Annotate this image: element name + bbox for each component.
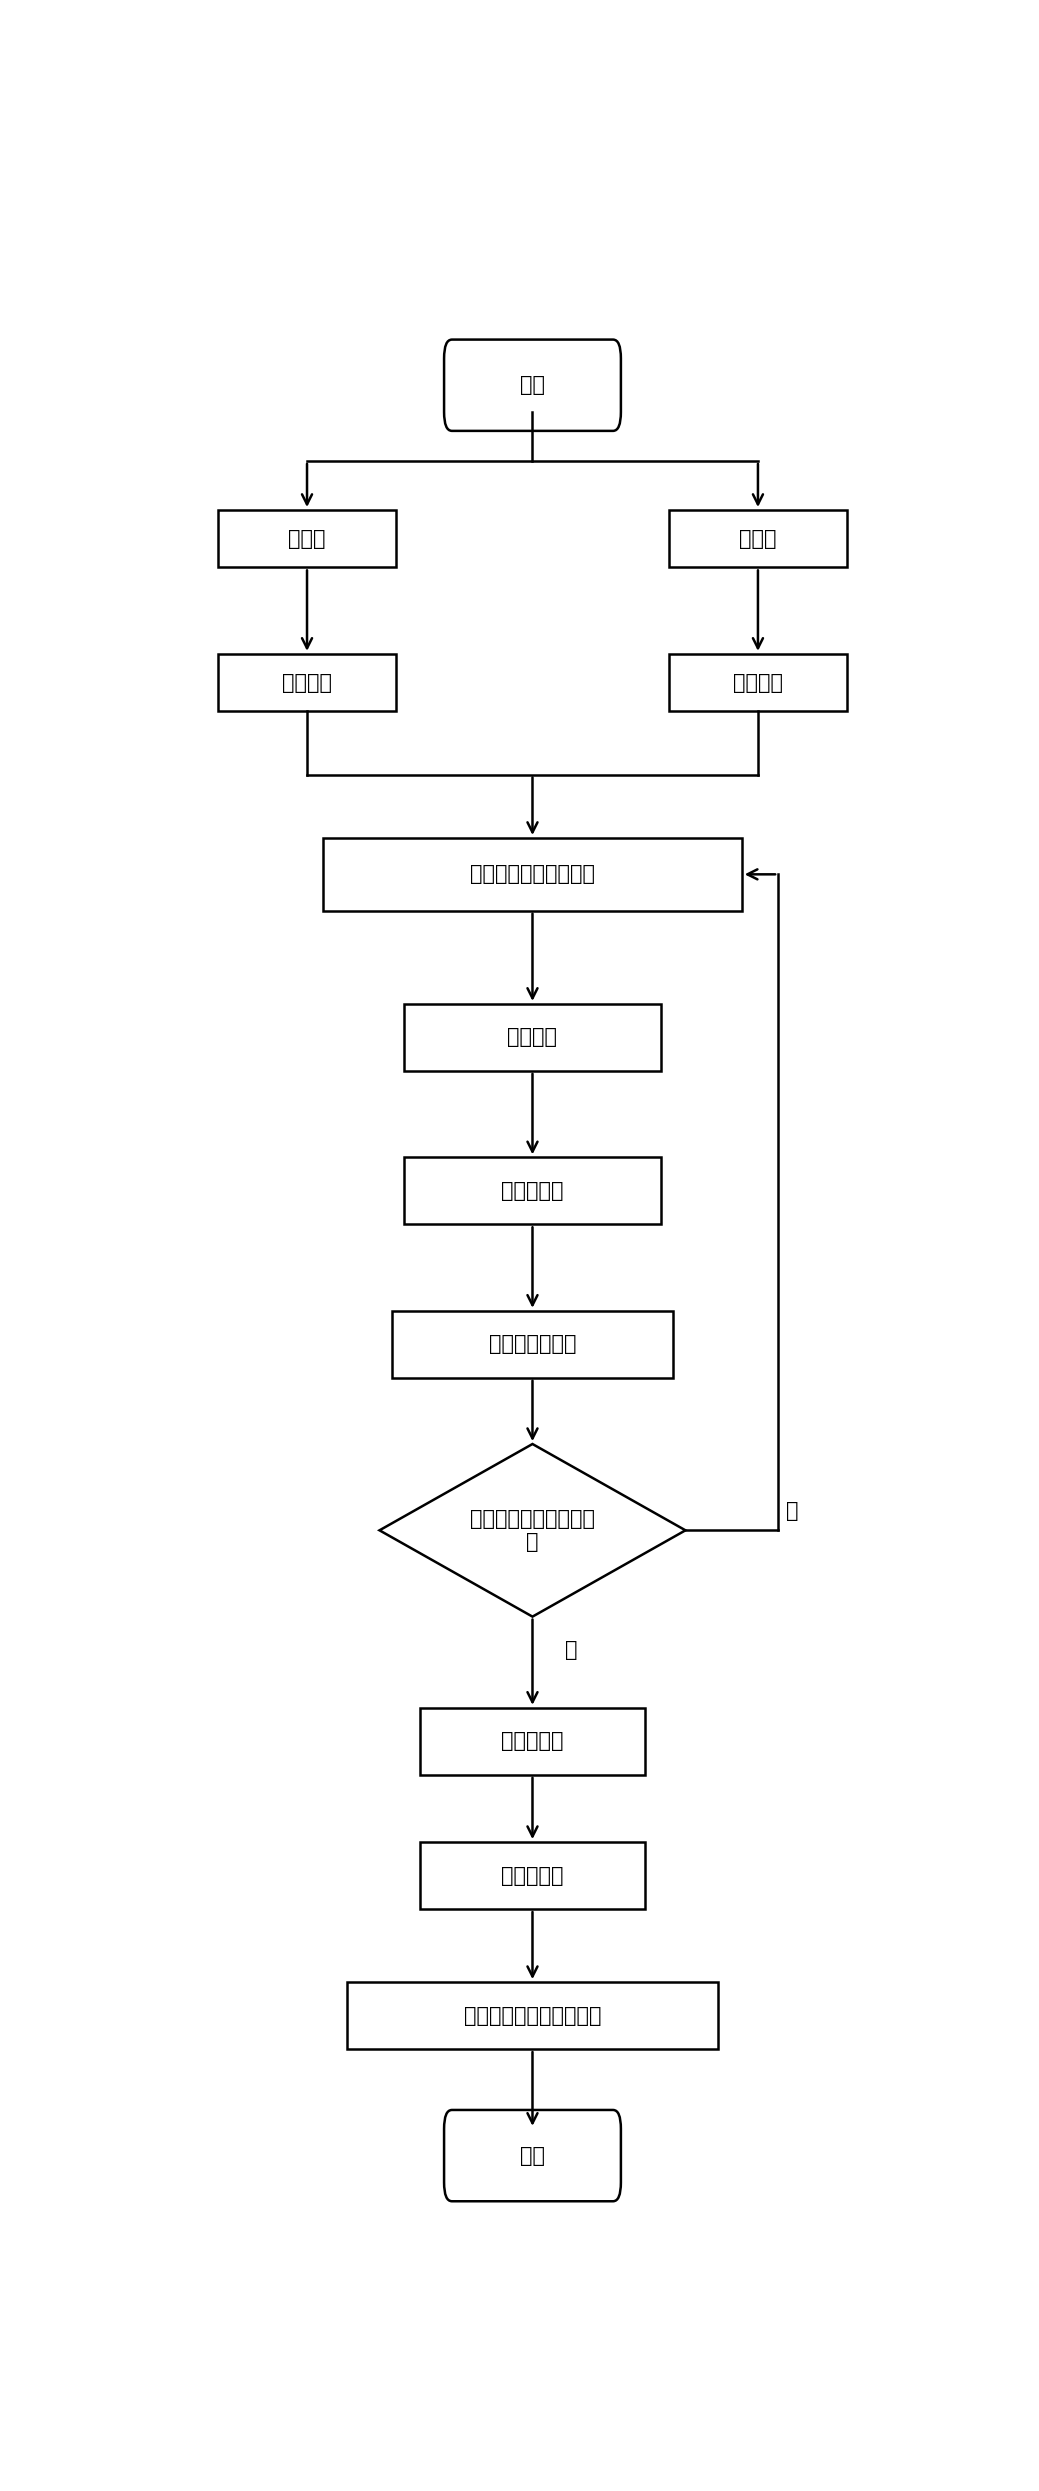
Text: 右相机: 右相机 bbox=[739, 528, 777, 548]
Text: 图像变换: 图像变换 bbox=[732, 673, 783, 692]
Polygon shape bbox=[379, 1445, 686, 1617]
Text: 计算像素对的匹配代价: 计算像素对的匹配代价 bbox=[470, 864, 595, 884]
Bar bbox=[420, 1709, 645, 1776]
Bar bbox=[669, 653, 847, 712]
Text: 左、右视差图一致性检
测: 左、右视差图一致性检 测 bbox=[470, 1510, 595, 1552]
Text: 视差后处理: 视差后处理 bbox=[501, 1866, 564, 1886]
Text: 视差图输出: 视差图输出 bbox=[501, 1731, 564, 1751]
Bar bbox=[392, 1310, 673, 1378]
FancyBboxPatch shape bbox=[444, 2110, 621, 2202]
Text: 结束: 结束 bbox=[520, 2145, 545, 2165]
Text: 开始: 开始 bbox=[520, 376, 545, 396]
Bar bbox=[403, 1004, 661, 1071]
Text: 是: 是 bbox=[565, 1639, 578, 1659]
Bar bbox=[218, 653, 396, 712]
Bar bbox=[669, 511, 847, 568]
Text: 得到左右视差图: 得到左右视差图 bbox=[488, 1335, 577, 1355]
Bar bbox=[347, 1983, 718, 2050]
Text: 区域基匹配: 区域基匹配 bbox=[501, 1181, 564, 1201]
Text: 左相机: 左相机 bbox=[288, 528, 326, 548]
Text: 代价聚合: 代价聚合 bbox=[507, 1026, 558, 1046]
FancyBboxPatch shape bbox=[444, 339, 621, 431]
Text: 图像变换: 图像变换 bbox=[282, 673, 332, 692]
Text: 处理后的视差图匹配检验: 处理后的视差图匹配检验 bbox=[463, 2005, 602, 2025]
Bar bbox=[403, 1158, 661, 1226]
Bar bbox=[420, 1841, 645, 1908]
Bar bbox=[323, 837, 742, 912]
Bar bbox=[218, 511, 396, 568]
Text: 否: 否 bbox=[787, 1500, 799, 1520]
